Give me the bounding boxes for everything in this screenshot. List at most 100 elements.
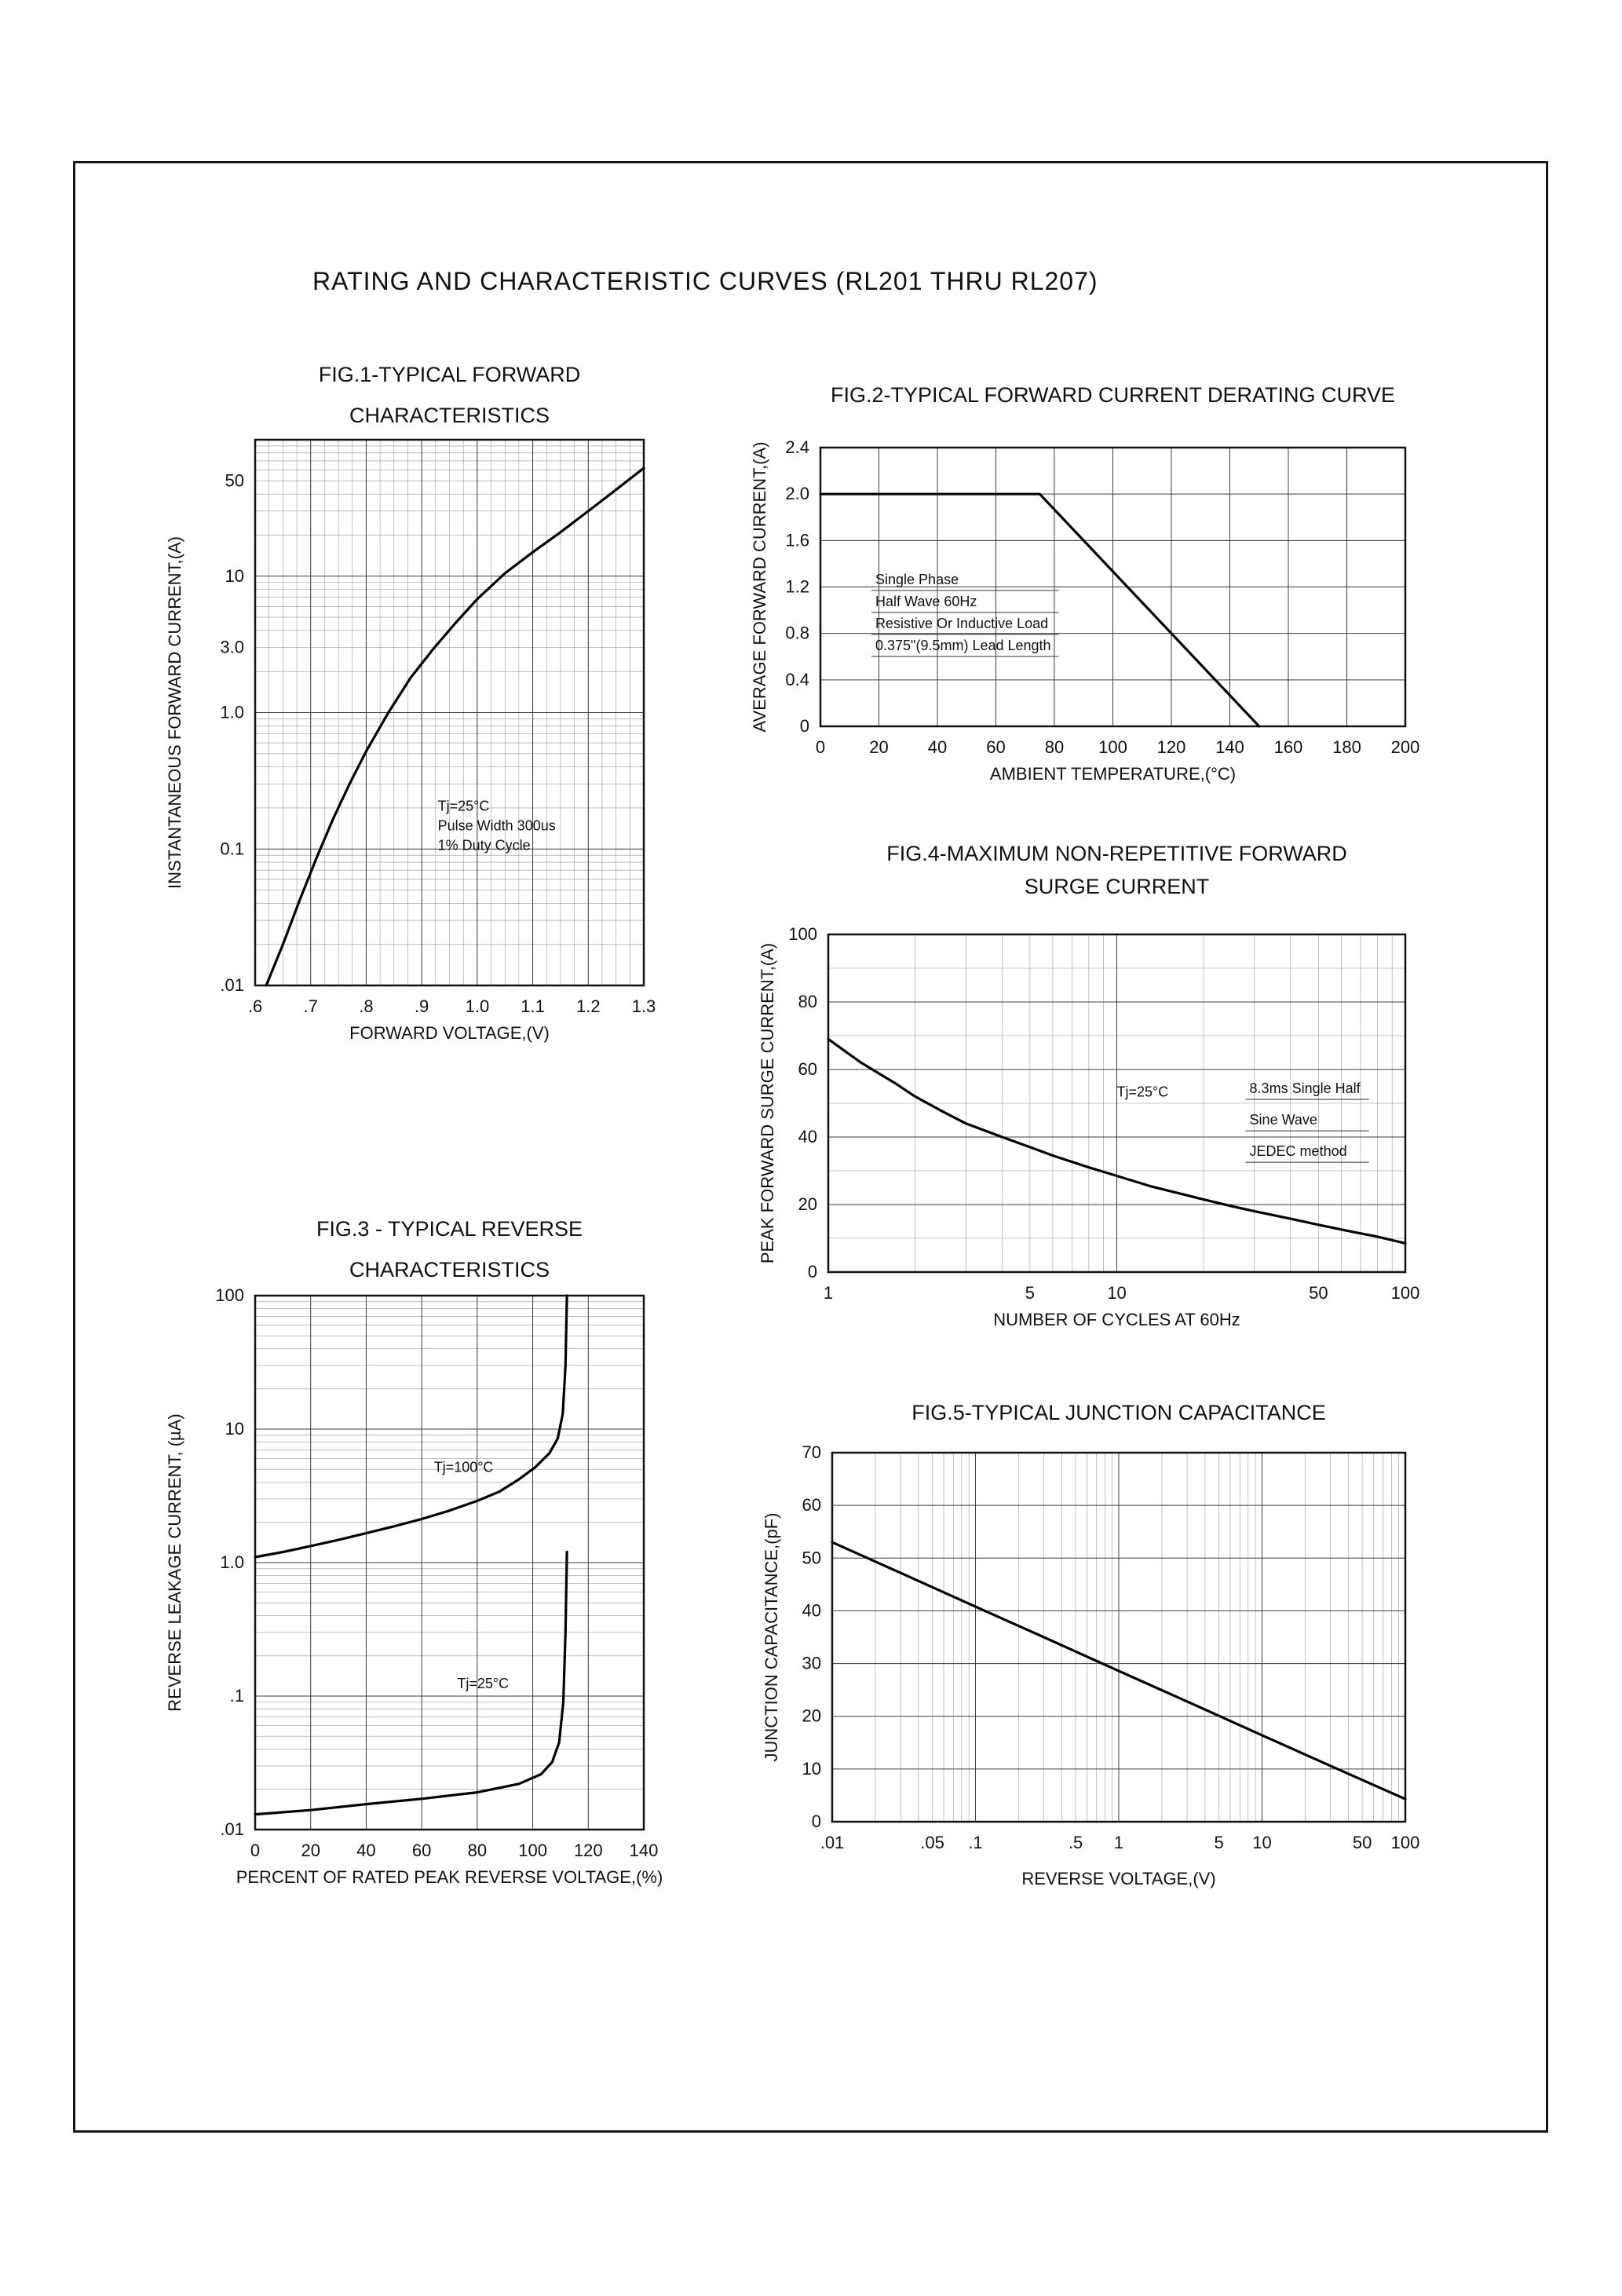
grid [828, 934, 1405, 1272]
svg-text:80: 80 [1045, 737, 1064, 757]
page-title: RATING AND CHARACTERISTIC CURVES (RL201 … [312, 267, 1098, 295]
svg-text:20: 20 [802, 1706, 821, 1726]
svg-text:0.4: 0.4 [785, 670, 809, 689]
annotations: Tj=25°C 8.3ms Single Half Sine Wave JEDEC m… [1117, 1080, 1369, 1163]
svg-text:80: 80 [468, 1841, 487, 1860]
svg-text:Resistive Or Inductive Load: Resistive Or Inductive Load [875, 616, 1048, 631]
svg-text:100: 100 [215, 1285, 244, 1305]
fig4-y-axis-title: PEAK FORWARD SURGE CURRENT,(A) [758, 943, 777, 1263]
svg-text:100: 100 [788, 924, 817, 944]
svg-text:200: 200 [1391, 737, 1420, 757]
annotations: Tj=25°C Pulse Width 300us 1% Duty Cycle [438, 799, 556, 854]
svg-text:Tj=25°C: Tj=25°C [1117, 1084, 1169, 1099]
svg-text:Tj=25°C: Tj=25°C [438, 799, 490, 814]
svg-text:.1: .1 [230, 1686, 244, 1706]
svg-text:1.0: 1.0 [220, 1552, 244, 1572]
series-curves [819, 492, 1261, 728]
svg-text:40: 40 [802, 1600, 821, 1620]
svg-text:Sine Wave: Sine Wave [1250, 1112, 1317, 1128]
tick-labels: .6 .7 .8 .9 1.0 1.1 1.2 1.3 50 10 3.0 1.0 0.1 .01 [220, 470, 656, 1016]
svg-text:100: 100 [1391, 1833, 1420, 1852]
fig2-series-0 [819, 492, 1261, 728]
svg-text:60: 60 [798, 1059, 817, 1079]
svg-text:1.6: 1.6 [785, 530, 809, 550]
svg-text:50: 50 [802, 1548, 821, 1567]
svg-text:100: 100 [518, 1841, 547, 1860]
fig5-plot: .01 .05 .1 .5 1 5 10 50 100 0 10 20 30 40 50 60 70 REVERS… [722, 1437, 1429, 1908]
svg-text:0: 0 [250, 1841, 260, 1860]
svg-text:1.0: 1.0 [220, 703, 244, 722]
svg-text:0: 0 [808, 1262, 817, 1281]
svg-text:10: 10 [1107, 1283, 1126, 1303]
svg-text:5: 5 [1025, 1283, 1035, 1303]
svg-text:.8: .8 [359, 996, 373, 1016]
svg-text:30: 30 [802, 1654, 821, 1673]
fig1-plot: .6 .7 .8 .9 1.0 1.1 1.2 1.3 50 10 3.0 1.0 0.1 .01 FORW… [145, 424, 667, 1072]
fig3-title: FIG.3 - TYPICAL REVERSE [316, 1217, 583, 1241]
svg-text:1.2: 1.2 [785, 577, 809, 597]
fig4-svg: 1 5 10 50 100 0 20 40 60 80 100 NUMBER OF CYCLES AT… [758, 924, 1419, 1329]
plot-border [827, 933, 1407, 1274]
svg-text:.1: .1 [968, 1833, 982, 1852]
svg-text:1.3: 1.3 [632, 996, 656, 1016]
svg-text:0.1: 0.1 [220, 839, 244, 858]
svg-text:0: 0 [800, 716, 809, 736]
tick-labels: .01 .05 .1 .5 1 5 10 50 100 0 10 20 30 40 50 60 70 [802, 1442, 1420, 1852]
svg-text:140: 140 [1215, 737, 1244, 757]
svg-text:0.8: 0.8 [785, 623, 809, 643]
plot-border [819, 446, 1407, 728]
series-curves [265, 466, 645, 987]
svg-text:100: 100 [1391, 1283, 1420, 1303]
svg-text:120: 120 [574, 1841, 603, 1860]
svg-text:.01: .01 [220, 975, 244, 995]
grid [255, 440, 644, 985]
svg-text:Single Phase: Single Phase [875, 572, 959, 587]
tick-labels: 0 20 40 60 80 100 120 140 160 180 200 0 0.4 0.8 1.2 1.6… [785, 437, 1419, 757]
fig1-svg: .6 .7 .8 .9 1.0 1.1 1.2 1.3 50 10 3.0 1.0 0.1 .01 FORW… [165, 438, 656, 1043]
svg-text:70: 70 [802, 1442, 821, 1462]
fig2-svg: 0 20 40 60 80 100 120 140 160 180 200 0 0.4 0.8 1.2 1.6… [750, 437, 1419, 784]
svg-text:5: 5 [1214, 1833, 1223, 1852]
tick-labels: 1 5 10 50 100 0 20 40 60 80 100 [788, 924, 1419, 1303]
svg-text:60: 60 [802, 1495, 821, 1515]
svg-text:.01: .01 [820, 1833, 845, 1852]
grid [832, 1453, 1405, 1822]
svg-text:Pulse Width 300us: Pulse Width 300us [438, 818, 556, 834]
fig2-x-axis-title: AMBIENT TEMPERATURE,(°C) [990, 764, 1236, 784]
svg-text:JEDEC method: JEDEC method [1250, 1143, 1347, 1159]
svg-text:3.0: 3.0 [220, 638, 244, 657]
svg-text:10: 10 [1252, 1833, 1271, 1852]
fig3-series-1 [254, 1550, 568, 1816]
svg-text:10: 10 [802, 1759, 821, 1779]
annotations: Tj=100°C Tj=25°C [434, 1459, 509, 1691]
svg-text:1: 1 [1114, 1833, 1123, 1852]
fig4-plot: 1 5 10 50 100 0 20 40 60 80 100 NUMBER OF CYCLES AT… [718, 919, 1429, 1358]
svg-text:Half Wave 60Hz: Half Wave 60Hz [875, 594, 977, 609]
tick-labels: 0 20 40 60 80 100 120 140 100 10 1.0 .1 .01 [215, 1285, 658, 1860]
fig1-y-axis-title: INSTANTANEOUS FORWARD CURRENT,(A) [165, 536, 184, 889]
svg-text:8.3ms Single Half: 8.3ms Single Half [1250, 1080, 1361, 1096]
svg-text:60: 60 [986, 737, 1005, 757]
svg-text:0: 0 [812, 1812, 821, 1831]
svg-text:.05: .05 [920, 1833, 944, 1852]
svg-text:.6: .6 [248, 996, 262, 1016]
svg-text:0: 0 [816, 737, 825, 757]
svg-text:.9: .9 [415, 996, 429, 1016]
fig3-subtitle: CHARACTERISTICS [349, 1258, 550, 1281]
svg-text:140: 140 [630, 1841, 659, 1860]
svg-text:120: 120 [1157, 737, 1186, 757]
fig3-plot: 0 20 40 60 80 100 120 140 100 10 1.0 .1 .01 PERCENT O… [145, 1280, 667, 1916]
fig4-x-axis-title: NUMBER OF CYCLES AT 60Hz [993, 1310, 1240, 1329]
fig5-x-axis-title: REVERSE VOLTAGE,(V) [1021, 1869, 1215, 1888]
svg-text:10: 10 [225, 1419, 244, 1439]
svg-text:Tj=25°C: Tj=25°C [457, 1676, 509, 1691]
plot-border [831, 1451, 1407, 1823]
svg-text:50: 50 [225, 470, 244, 490]
svg-text:180: 180 [1332, 737, 1361, 757]
fig1-subtitle: CHARACTERISTICS [349, 404, 550, 427]
svg-text:160: 160 [1274, 737, 1303, 757]
fig2-y-axis-title: AVERAGE FORWARD CURRENT,(A) [750, 442, 769, 733]
svg-text:40: 40 [798, 1127, 817, 1146]
svg-text:60: 60 [412, 1841, 431, 1860]
